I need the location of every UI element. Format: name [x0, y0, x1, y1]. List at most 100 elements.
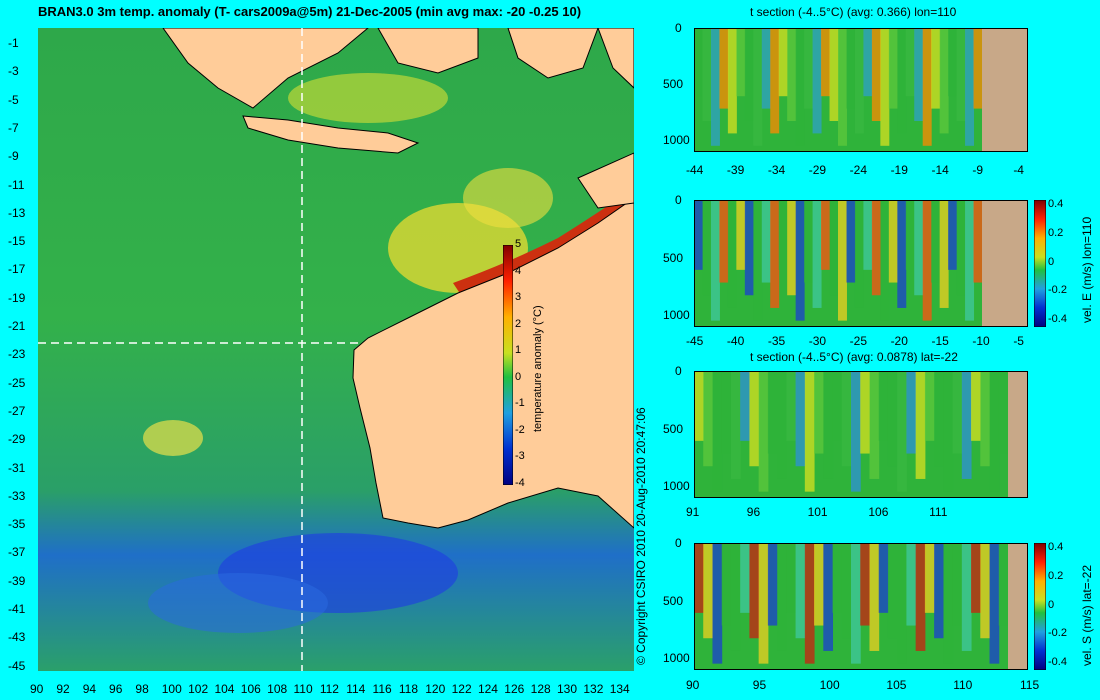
java-land [242, 115, 420, 154]
section-field-column [880, 200, 890, 321]
velocity-colorbar-label: vel. S (m/s) lat=-22 [1080, 564, 1094, 666]
x-tick-label: 92 [56, 682, 70, 696]
section-field-column [719, 28, 729, 109]
x-tick-label: 108 [267, 682, 288, 696]
y-tick-label: -5 [8, 92, 19, 107]
section-field-column [905, 28, 915, 97]
section-field-column [694, 371, 704, 441]
section-field-column [749, 371, 760, 467]
section-land-mask [982, 28, 1028, 152]
x-tick-label: 120 [425, 682, 446, 696]
section-field-column [703, 543, 713, 639]
panel-x-tick-label: -5 [1013, 334, 1024, 348]
panel-x-tick-label: 105 [886, 678, 907, 692]
section-field-column [897, 200, 907, 308]
section-field-column [989, 543, 1000, 664]
x-tick-label: 118 [398, 682, 419, 696]
panel-y-tick-label: 1000 [663, 133, 690, 147]
section-field-column [727, 28, 737, 134]
velocity-colorbar-tick-label: 0.2 [1048, 569, 1064, 582]
panel-y-tick-label: 0 [675, 193, 682, 207]
section-field-column [906, 371, 917, 454]
section-field-column [814, 543, 824, 626]
section-field-column [961, 543, 972, 651]
colorbar-tick-label: 2 [515, 317, 522, 330]
panel-title: t section (-4..5°C) (avg: 0.0878) lat=-2… [750, 350, 958, 364]
section-field-column [721, 371, 732, 454]
y-tick-label: -27 [8, 403, 26, 418]
section-field-column [770, 28, 780, 134]
section-field-column [871, 200, 881, 296]
panel-x-tick-label: -39 [726, 163, 745, 177]
section-field-column [821, 28, 831, 97]
section-field-column [939, 200, 949, 308]
section-field-column [787, 28, 797, 121]
panel-y-tick-label: 0 [675, 21, 682, 35]
panel-frame [694, 543, 1028, 670]
section-field-column [804, 28, 814, 109]
section-field-column [744, 28, 754, 121]
section-field-column [980, 543, 991, 639]
panel-x-tick-label: -30 [808, 334, 827, 348]
section-field-column [740, 543, 750, 613]
y-tick-label: -3 [8, 64, 19, 79]
velocity-colorbar [1034, 543, 1046, 670]
section-field-column [710, 200, 720, 321]
panel-x-tick-label: -25 [849, 334, 867, 348]
section-field-column [761, 28, 771, 109]
colorbar-tick-label: 1 [515, 344, 522, 356]
section-field-column [943, 371, 954, 492]
panel-title: t section (-4..5°C) (avg: 0.366) lon=110 [750, 5, 957, 19]
section-field-column [860, 543, 870, 626]
section-field-column [854, 28, 864, 134]
section-field-column [973, 28, 983, 109]
panel-y-tick-label: 1000 [663, 651, 690, 665]
section-field-column [915, 371, 926, 479]
panel-y-tick-label: 0 [675, 536, 682, 550]
section-field-column [702, 200, 712, 296]
section-field-column [948, 28, 958, 97]
velocity-colorbar-tick-label: -0.2 [1048, 627, 1067, 640]
section-field-column [823, 371, 834, 479]
panel-x-tick-label: -14 [931, 163, 949, 177]
panel-x-tick-label: -44 [686, 163, 704, 177]
colorbar-tick-label: -2 [515, 423, 525, 436]
y-tick-label: -37 [8, 545, 26, 560]
velocity-colorbar-label: vel. E (m/s) lon=110 [1080, 216, 1094, 323]
section-field-column [778, 28, 788, 97]
x-tick-label: 90 [30, 682, 44, 696]
section-field-column [719, 200, 729, 283]
section-field-column [965, 28, 975, 146]
section-field-column [786, 543, 797, 613]
y-tick-label: -33 [8, 488, 26, 503]
section-land-mask [982, 200, 1028, 327]
section-field-column [922, 28, 932, 146]
section-field-column [804, 543, 815, 664]
temperature-colorbar-label: temperature anomaly (°C) [532, 305, 544, 432]
x-tick-label: 122 [451, 682, 472, 696]
borneo-land [377, 28, 479, 74]
panel-x-tick-label: -24 [849, 163, 867, 177]
section-field-column [880, 28, 890, 146]
panel-x-tick-label: -10 [972, 334, 990, 348]
section-field-column [832, 371, 843, 441]
copyright-text: © Copyright CSIRO 2010 20-Aug-2010 20:47… [634, 407, 648, 665]
section-field-column [888, 200, 898, 283]
panel-x-tick-label: 101 [807, 505, 828, 519]
main-map-plot [38, 28, 634, 671]
new-guinea-land [597, 28, 634, 89]
section-field-column [973, 200, 983, 283]
y-tick-label: -35 [8, 517, 26, 532]
panel-x-tick-label: -35 [767, 334, 786, 348]
colorbar-tick-label: -4 [515, 476, 525, 489]
section-field-column [869, 371, 880, 479]
section-field-column [795, 200, 805, 321]
panel-x-tick-label: -20 [890, 334, 908, 348]
panel-t-section-lat-plot [694, 371, 1028, 498]
section-field-column [914, 28, 924, 121]
panel-frame [694, 200, 1028, 327]
panel-x-tick-label: -40 [726, 334, 745, 348]
section-field-column [915, 543, 926, 651]
y-tick-label: -29 [8, 432, 26, 447]
section-field-column [702, 28, 712, 121]
